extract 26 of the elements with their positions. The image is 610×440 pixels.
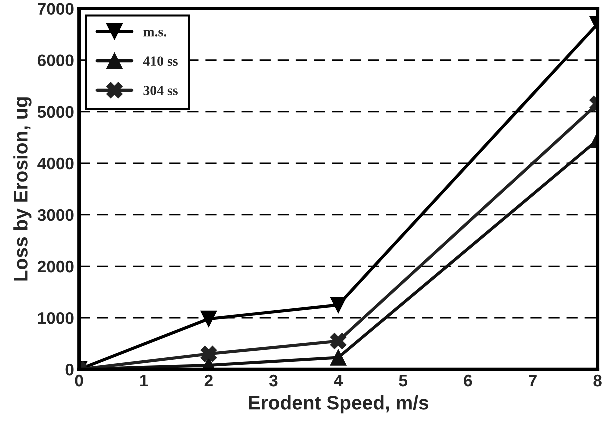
x-tick-label: 7 bbox=[529, 375, 537, 387]
x-tick-label: 1 bbox=[140, 375, 148, 387]
point bbox=[200, 346, 218, 362]
y-tick-label: 2000 bbox=[38, 260, 74, 273]
x-tick-label: 8 bbox=[594, 374, 602, 387]
x-tick-label: 6 bbox=[464, 374, 472, 387]
legend-label: 410 ss bbox=[143, 56, 178, 66]
y-tick-label: 5000 bbox=[38, 106, 74, 118]
point bbox=[330, 297, 347, 314]
x-tick-label: 5 bbox=[399, 375, 408, 387]
x-tick-label: 4 bbox=[334, 375, 344, 387]
y-tick-label: 0 bbox=[66, 364, 74, 376]
x-tick-label: 3 bbox=[269, 374, 278, 387]
y-axis-title: Loss by Erosion, ug bbox=[14, 98, 32, 281]
y-tick-label: 6000 bbox=[38, 54, 74, 67]
point bbox=[200, 310, 218, 328]
y-tick-label: 1000 bbox=[38, 312, 74, 324]
y-tick-label: 4000 bbox=[38, 158, 74, 170]
x-tick-label: 0 bbox=[75, 374, 84, 387]
legend-label: m.s. bbox=[144, 30, 166, 37]
y-tick-label: 7000 bbox=[38, 3, 74, 16]
x-tick-label: 2 bbox=[204, 374, 213, 387]
point bbox=[330, 333, 347, 350]
x-axis-title: Erodent Speed, m/s bbox=[249, 396, 429, 414]
legend-label: 304 ss bbox=[144, 86, 178, 96]
y-tick-label: 3000 bbox=[38, 209, 74, 222]
